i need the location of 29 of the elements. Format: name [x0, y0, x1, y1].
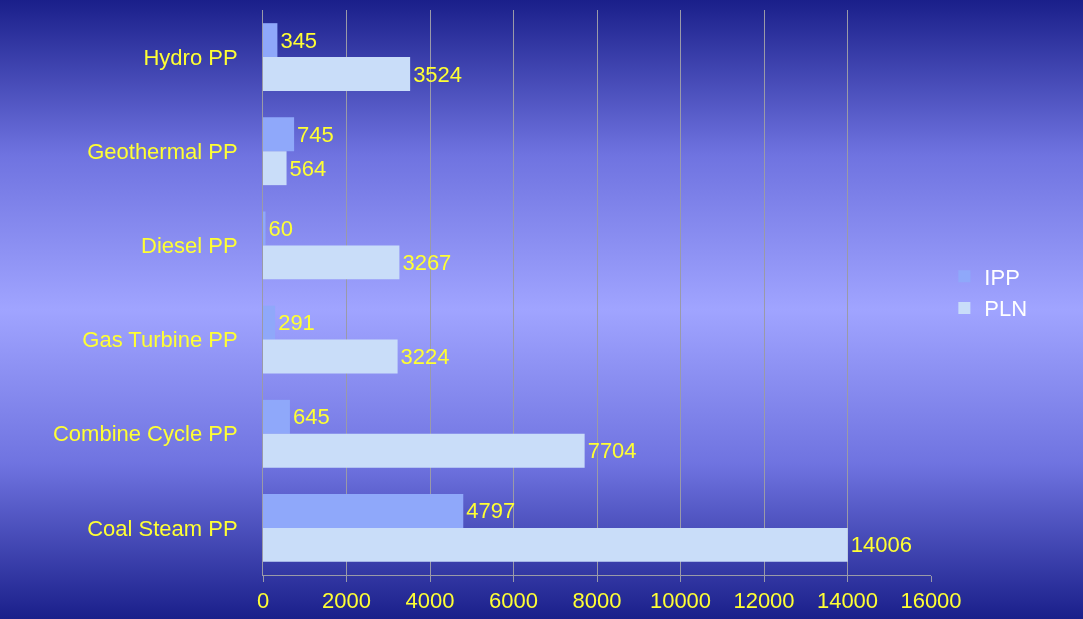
legend-label: PLN [984, 296, 1028, 322]
y-tick-label: Gas Turbine PP [82, 327, 238, 353]
data-label: 3267 [402, 249, 452, 275]
x-tick-label: 4000 [405, 588, 455, 614]
x-tick-label: 10000 [649, 588, 712, 614]
y-tick-label: Diesel PP [141, 233, 238, 259]
x-tick-label: 2000 [322, 588, 371, 614]
data-label: 7704 [587, 438, 637, 464]
x-tick-label: 8000 [572, 588, 622, 614]
data-label: 3224 [400, 344, 450, 370]
data-label: 60 [268, 215, 293, 241]
x-tick-label: 0 [256, 588, 270, 614]
x-tick-label: 12000 [733, 588, 795, 614]
x-tick-label: 6000 [489, 588, 538, 614]
data-label: 3524 [413, 61, 463, 87]
data-label: 645 [292, 404, 330, 430]
data-label: 564 [289, 155, 327, 181]
y-tick-label: Hydro PP [143, 44, 238, 70]
data-label: 345 [280, 27, 318, 53]
y-tick-label: Geothermal PP [87, 138, 238, 164]
legend-label: IPP [984, 264, 1020, 290]
data-label: 14006 [850, 532, 912, 558]
data-label: 291 [278, 310, 315, 336]
y-tick-label: Coal Steam PP [87, 515, 238, 541]
data-label: 745 [297, 121, 334, 147]
x-tick-label: 16000 [900, 588, 962, 614]
x-tick-label: 14000 [816, 588, 879, 614]
y-tick-label: Combine Cycle PP [52, 421, 238, 447]
data-label: 4797 [466, 498, 516, 524]
